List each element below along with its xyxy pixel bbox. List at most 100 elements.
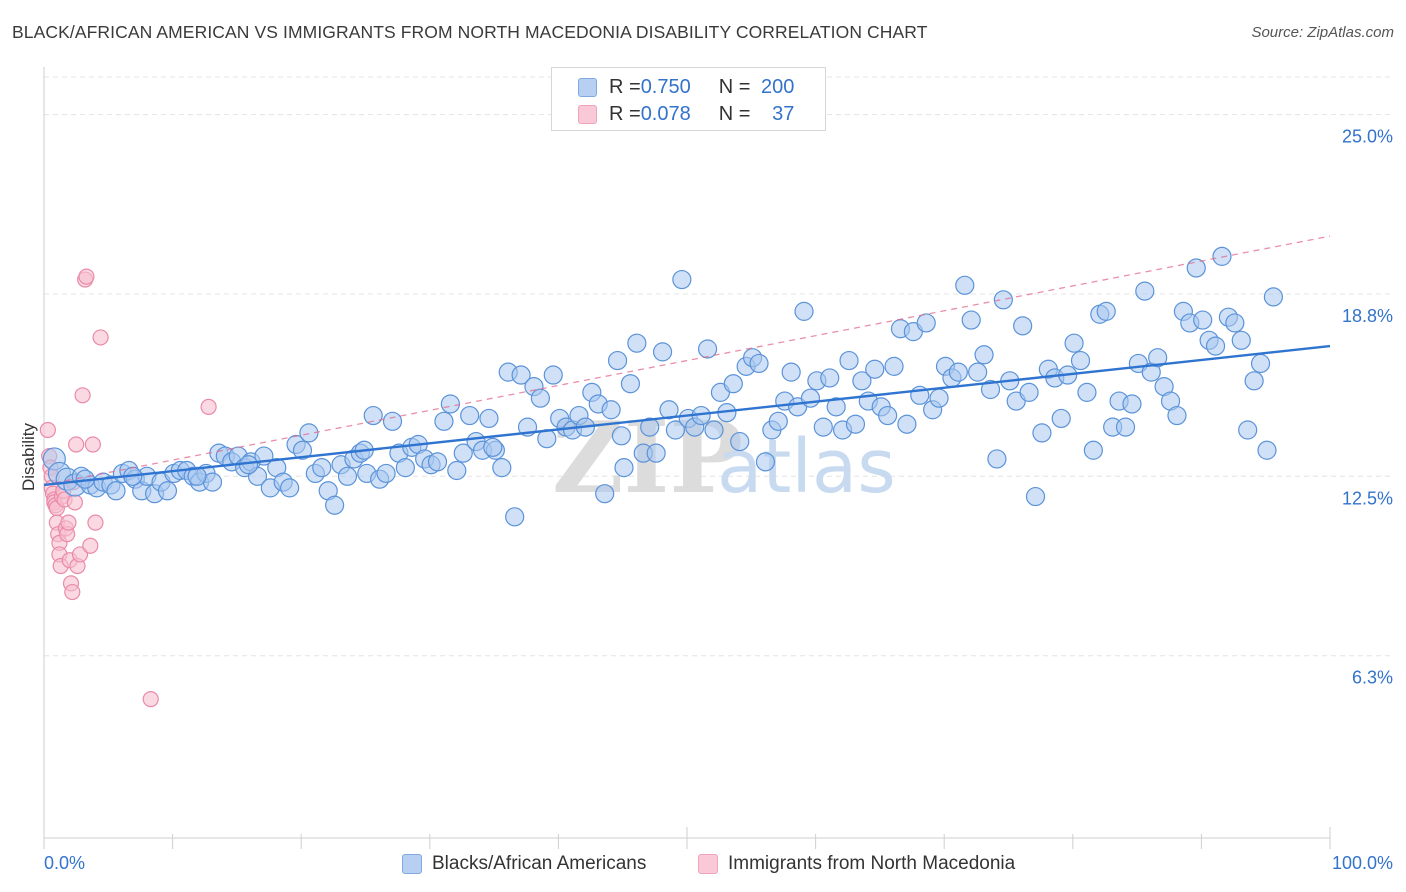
axis-labels: 6.3% 12.5% 18.8% 25.0% 0.0% 100.0% Disability <box>19 127 1393 873</box>
blue-data-point <box>1231 330 1251 350</box>
blue-data-point <box>1148 348 1168 368</box>
blue-data-point <box>704 420 724 440</box>
blue-data-point <box>607 350 628 371</box>
blue-data-point <box>1077 382 1097 402</box>
y-tick-label: 12.5% <box>1342 488 1393 508</box>
blue-data-point <box>447 460 467 481</box>
blue-data-point <box>106 481 126 501</box>
blue-data-point <box>492 458 512 478</box>
legend-row-pink: R = 0.078 N = 37 <box>578 101 794 127</box>
blue-data-point <box>897 414 917 434</box>
x-tick-label: 0.0% <box>44 853 85 873</box>
blue-data-point <box>665 420 686 440</box>
blue-data-point <box>865 359 885 379</box>
blue-data-point <box>611 426 632 446</box>
blue-data-point <box>292 440 313 460</box>
legend-n-label: N = <box>718 75 751 98</box>
blue-data-point <box>878 405 898 426</box>
pink-data-point <box>71 546 89 563</box>
x-tick-label: 100.0% <box>1332 853 1393 873</box>
blue-data-point <box>1225 313 1245 333</box>
trendlines <box>43 235 1331 487</box>
blue-data-point <box>627 333 647 353</box>
blue-data-point <box>1135 281 1155 301</box>
blue-data-point <box>672 269 692 290</box>
blue-data-point <box>157 481 178 501</box>
blue-data-point <box>1032 423 1052 443</box>
blue-data-point <box>1051 408 1071 429</box>
blue-data-point <box>659 400 679 420</box>
bottom-legend-blue: Blacks/African Americans <box>402 852 646 876</box>
legend-r-label: R = <box>609 75 641 98</box>
bottom-legend-blue-label: Blacks/African Americans <box>432 853 647 874</box>
blue-data-point <box>299 423 319 443</box>
chart-title: BLACK/AFRICAN AMERICAN VS IMMIGRANTS FRO… <box>12 22 928 42</box>
blue-data-point <box>511 365 531 385</box>
blue-data-point <box>395 458 415 478</box>
pink-data-point <box>68 436 85 453</box>
blue-data-point <box>1244 371 1264 391</box>
blue-data-point <box>595 484 615 504</box>
y-tick-label: 18.8% <box>1342 306 1393 326</box>
blue-data-point <box>483 437 503 457</box>
blue-data-point <box>723 374 743 394</box>
blue-data-point <box>505 507 525 527</box>
blue-data-point <box>325 495 345 515</box>
blue-data-point <box>730 431 750 452</box>
pink-data-point <box>142 691 159 708</box>
blue-data-point <box>1257 440 1277 460</box>
pink-data-point <box>74 387 91 404</box>
blue-data-point <box>755 452 776 472</box>
pink-data-point <box>82 537 99 554</box>
blue-data-point <box>382 411 403 431</box>
pink-data-point <box>66 494 83 511</box>
blue-data-point <box>479 408 499 429</box>
blue-data-point <box>1122 394 1142 414</box>
blue-data-point <box>1064 333 1084 353</box>
legend-n-value: 200 <box>761 75 795 98</box>
legend-swatch-blue <box>578 77 597 97</box>
blue-data-point <box>852 371 872 391</box>
blue-data-point <box>955 275 975 295</box>
blue-data-point <box>839 350 859 371</box>
y-tick-label: 6.3% <box>1352 668 1393 688</box>
blue-data-point <box>1019 382 1039 402</box>
pink-data-point <box>78 268 95 285</box>
legend-n-label: N = <box>718 102 751 125</box>
blue-data-point <box>427 452 448 472</box>
blue-data-point <box>1193 310 1213 330</box>
y-axis-title: Disability <box>19 422 38 491</box>
bottom-legend-swatch-blue <box>402 854 422 874</box>
blue-data-point <box>601 400 621 420</box>
legend-r-value: 0.078 <box>640 102 691 125</box>
blue-data-point <box>826 397 846 417</box>
blue-data-point <box>1263 287 1284 307</box>
blue-data-point <box>640 417 660 437</box>
blue-data-point <box>916 313 936 333</box>
pink-data-point <box>64 583 81 601</box>
pink-data-point <box>200 398 217 415</box>
blue-data-point <box>614 458 634 478</box>
blue-data-point <box>1070 350 1091 371</box>
blue-data-point <box>884 356 904 376</box>
blue-data-point <box>530 388 550 408</box>
blue-data-point <box>845 414 866 434</box>
pink-data-point <box>87 514 104 531</box>
correlation-legend: R = 0.750 N = 200 R = 0.078 N = 37 <box>551 67 826 131</box>
blue-data-point <box>543 365 563 385</box>
legend-r-value: 0.750 <box>640 75 691 98</box>
legend-swatch-pink <box>578 104 597 124</box>
blue-data-point <box>794 301 814 321</box>
chart-source: Source: ZipAtlas.com <box>1251 24 1394 41</box>
legend-r-label: R = <box>609 102 641 125</box>
blue-data-point <box>993 290 1013 310</box>
blue-data-point <box>337 466 358 486</box>
gridlines <box>44 76 1394 657</box>
blue-data-point <box>1250 353 1271 374</box>
blue-data-point <box>987 449 1007 469</box>
blue-trendline <box>43 344 1331 487</box>
blue-data-point <box>929 388 949 408</box>
blue-data-point <box>974 345 994 365</box>
blue-data-point <box>453 443 473 463</box>
